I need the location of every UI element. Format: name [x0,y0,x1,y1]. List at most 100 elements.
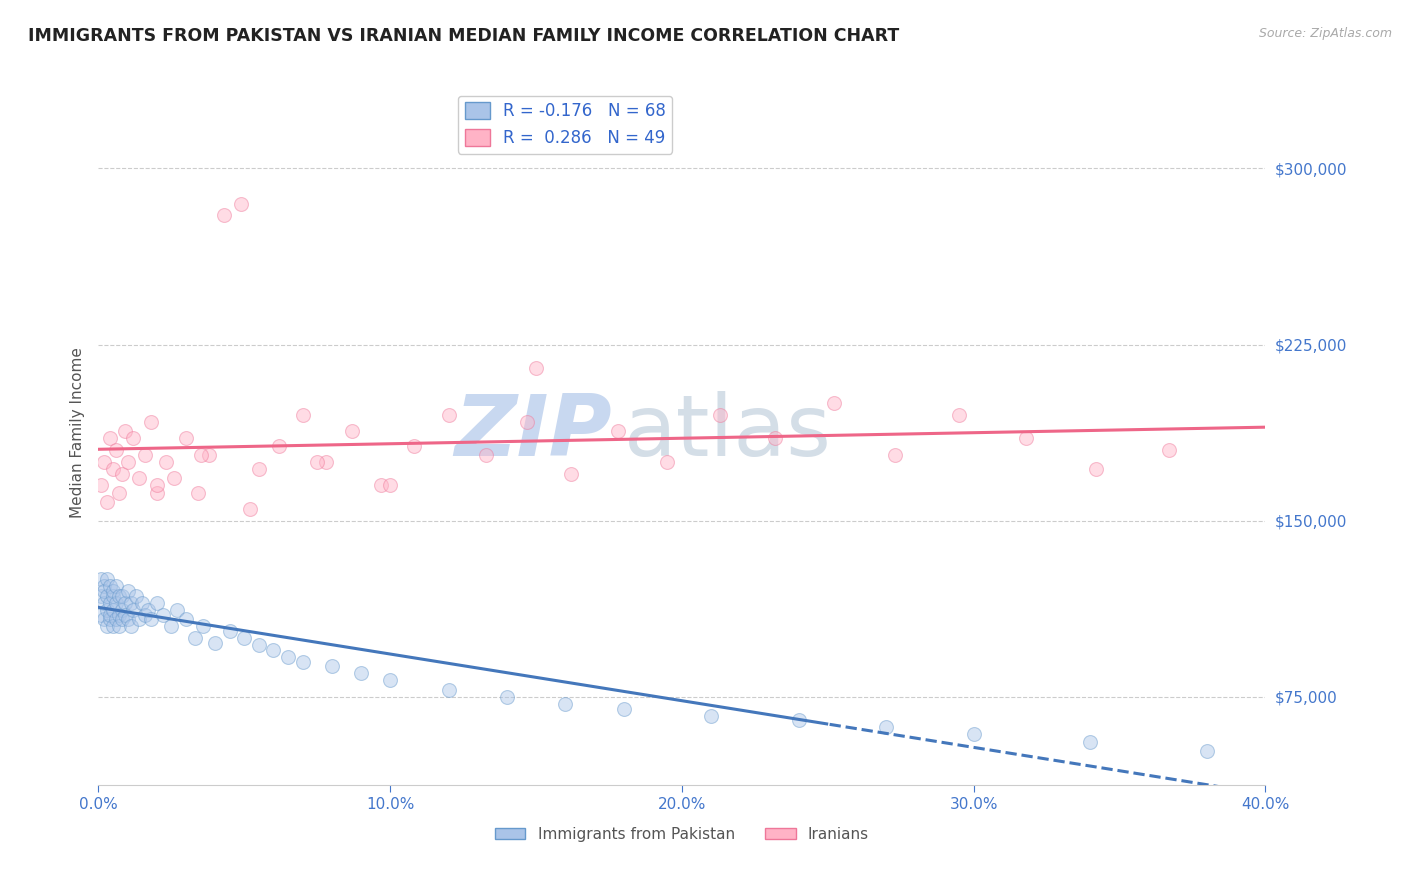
Point [101,589,124,603]
Point [350,666,373,681]
Point [114,607,136,622]
Point [1015,432,1038,446]
Point [96,589,118,603]
Point [98,579,121,593]
Point [104,579,127,593]
Point [193,619,215,633]
Point [131,596,153,610]
Point [315,455,337,469]
Point [218,624,240,639]
Point [108,607,131,622]
Point [108,485,131,500]
Y-axis label: Median Family Income: Median Family Income [69,347,84,518]
Point [163,471,186,485]
Point [122,432,145,446]
Point [560,467,582,481]
Point [104,596,127,610]
Point [146,478,169,492]
Point [111,589,134,603]
Point [108,589,131,603]
Point [101,619,124,633]
Point [1085,462,1108,476]
Point [93,455,115,469]
Point [204,636,226,650]
Point [101,603,124,617]
Text: IMMIGRANTS FROM PAKISTAN VS IRANIAN MEDIAN FAMILY INCOME CORRELATION CHART: IMMIGRANTS FROM PAKISTAN VS IRANIAN MEDI… [28,27,900,45]
Point [146,485,169,500]
Point [98,612,121,626]
Point [160,619,183,633]
Point [93,584,115,599]
Point [1195,744,1218,758]
Point [101,584,124,599]
Point [108,619,131,633]
Point [90,607,112,622]
Point [239,502,262,516]
Point [183,631,205,645]
Point [93,579,115,593]
Point [93,612,115,626]
Point [174,432,197,446]
Point [96,495,118,509]
Point [125,589,148,603]
Point [437,408,460,422]
Point [111,603,134,617]
Point [111,612,134,626]
Point [321,659,343,673]
Point [104,612,127,626]
Point [516,415,538,429]
Point [120,619,142,633]
Point [96,603,118,617]
Point [212,208,235,222]
Point [122,603,145,617]
Point [700,708,723,723]
Text: Source: ZipAtlas.com: Source: ZipAtlas.com [1258,27,1392,40]
Point [187,485,209,500]
Point [96,573,118,587]
Point [554,697,576,711]
Point [247,638,270,652]
Point [98,607,121,622]
Point [709,408,731,422]
Point [1080,734,1102,748]
Point [98,596,121,610]
Point [370,478,392,492]
Legend: Immigrants from Pakistan, Iranians: Immigrants from Pakistan, Iranians [489,821,875,847]
Point [98,432,121,446]
Point [139,612,162,626]
Point [262,643,284,657]
Point [269,438,291,452]
Point [606,425,628,439]
Point [134,448,156,462]
Point [166,603,188,617]
Point [146,596,169,610]
Point [90,589,112,603]
Point [90,478,112,492]
Point [104,443,127,458]
Point [90,573,112,587]
Point [117,455,139,469]
Point [948,408,970,422]
Point [152,607,174,622]
Point [657,455,679,469]
Point [787,714,810,728]
Point [120,596,142,610]
Point [114,425,136,439]
Point [612,701,634,715]
Point [342,425,364,439]
Point [114,596,136,610]
Point [117,584,139,599]
Point [437,682,460,697]
Text: ZIP: ZIP [454,391,612,475]
Point [134,607,156,622]
Point [128,471,150,485]
Point [380,478,402,492]
Point [155,455,177,469]
Point [139,415,162,429]
Point [101,462,124,476]
Point [763,432,786,446]
Point [291,408,314,422]
Point [277,649,299,664]
Point [247,462,270,476]
Point [93,596,115,610]
